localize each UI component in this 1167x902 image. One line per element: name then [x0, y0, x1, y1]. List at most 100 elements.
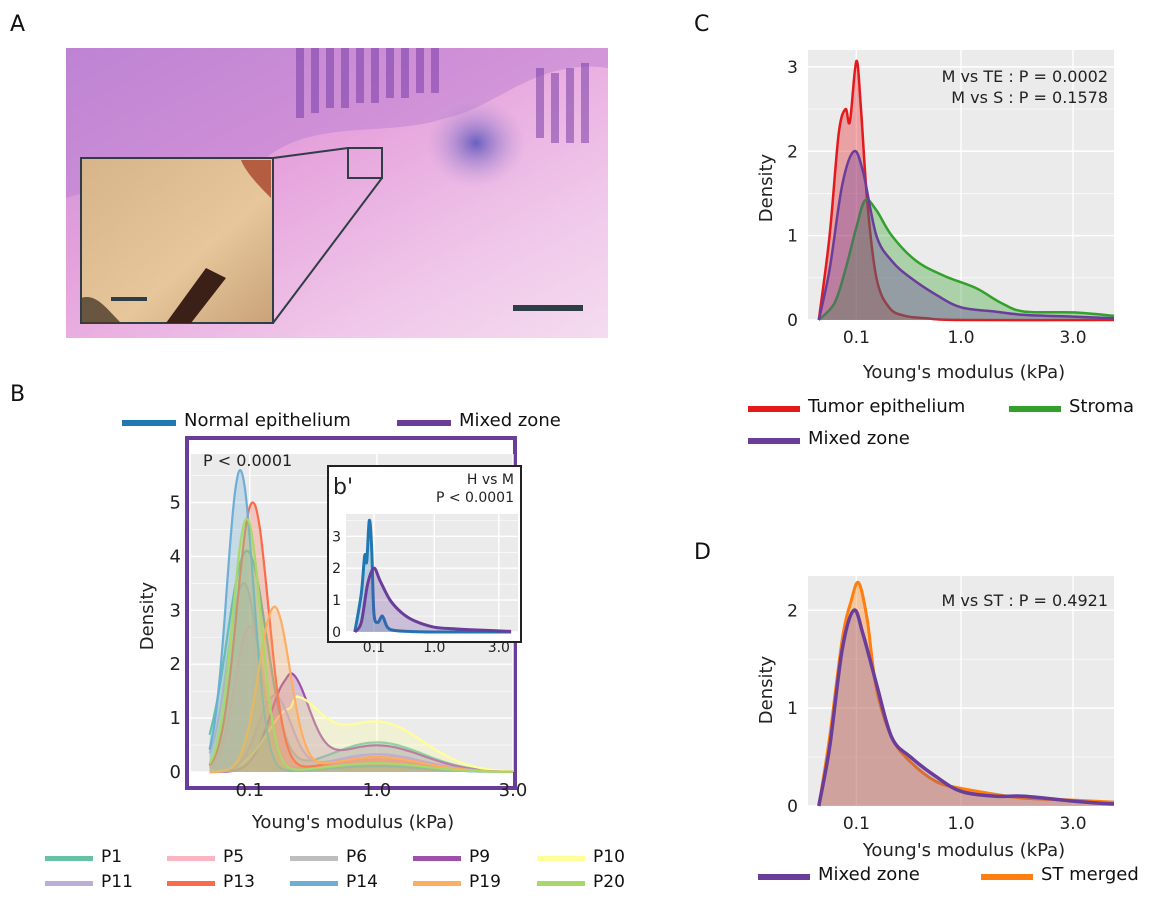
legend-label-p6: P6	[346, 847, 368, 867]
legend-label-p13: P13	[223, 872, 255, 892]
legend-label-p1: P1	[101, 847, 123, 867]
chart-d-x-tick-label-3-0: 3.0	[1059, 814, 1086, 834]
legend-label-p5: P5	[223, 847, 245, 867]
chart-b-y-tick-label-3: 3	[170, 600, 181, 621]
legend-swatch-p14	[290, 881, 338, 886]
chart-b-series-p14-area	[209, 470, 513, 772]
legend-label-p20: P20	[593, 872, 625, 892]
afm-tip-photo	[80, 157, 274, 324]
inset-annotation-line2: P < 0.0001	[436, 490, 514, 506]
chart-d: 0 1 2 0.1 1.0 3.0 Density Young's modulus (kPa)…	[756, 576, 1115, 860]
legend-c: Tumor epithelium Stroma Mixed zone	[745, 396, 1165, 456]
legend-swatch-st-merged	[981, 874, 1033, 880]
legend-swatch-normal-epithelium	[122, 420, 176, 426]
legend-swatch-p13	[167, 881, 215, 886]
chart-b-series-p9-area	[209, 673, 513, 772]
chart-d-ylabel: Density	[756, 655, 777, 724]
inset-y-tick-label-0: 0	[332, 625, 341, 641]
legend-swatch-p5	[167, 856, 215, 861]
legend-swatch-mixed-zone-d	[758, 874, 810, 880]
chart-d-x-tick-label-0-1: 0.1	[843, 814, 870, 834]
legend-label-p9: P9	[469, 847, 491, 867]
chart-d-xlabel: Young's modulus (kPa)	[862, 840, 1065, 860]
panel-label-c: C	[694, 12, 710, 37]
chart-c-series-tumor-epithelium-line	[817, 59, 1115, 322]
legend-swatch-p10	[537, 856, 585, 861]
chart-b-pvalue: P < 0.0001	[203, 451, 292, 470]
chart-b-series-p10-area	[209, 696, 513, 772]
chart-c: 0 1 2 3 0.1 1.0 3.0 Density Young's modulus (kPa…	[756, 50, 1115, 383]
chart-c-series-stroma-line	[817, 198, 1115, 321]
chart-c-x-tick-label-0-1: 0.1	[843, 328, 870, 348]
chart-d-series-mixed-zone-area	[818, 610, 1114, 806]
chart-b-x-tick-label-0-1: 0.1	[235, 780, 264, 801]
inset-series-normal-epithelium-line	[353, 518, 512, 634]
legend-label-mixed-zone-d: Mixed zone	[818, 864, 920, 885]
legend-label-st-merged: ST merged	[1041, 864, 1139, 885]
chart-b-y-tick-label-5: 5	[170, 493, 181, 514]
histology-image	[66, 48, 608, 338]
legend-swatch-stroma	[1009, 406, 1061, 412]
chart-b-series-p11-area	[209, 695, 513, 772]
panel-label-d: D	[694, 540, 711, 565]
legend-swatch-p6	[290, 856, 338, 861]
chart-b-y-tick-label-4: 4	[170, 546, 181, 567]
chart-c-annotation-line2: M vs S : P = 0.1578	[951, 88, 1108, 107]
inset-label: b'	[333, 475, 353, 500]
inset-x-tick-label-1-0: 1.0	[423, 640, 445, 656]
inset-y-tick-label-3: 3	[332, 529, 341, 545]
inset-y-tick-label-2: 2	[332, 561, 341, 577]
chart-c-series-mixed-zone-area	[818, 150, 1114, 320]
chart-d-y-tick-label-1: 1	[787, 699, 798, 719]
legend-label-p10: P10	[593, 847, 625, 867]
zoom-box	[347, 147, 383, 179]
panel-label-a: A	[10, 12, 26, 37]
chart-c-xlabel: Young's modulus (kPa)	[862, 362, 1065, 383]
legend-swatch-tumor-epithelium	[748, 406, 800, 412]
chart-b-y-tick-label-0: 0	[170, 762, 181, 783]
legend-label-normal-epithelium: Normal epithelium	[184, 410, 351, 431]
legend-swatch-p20	[537, 881, 585, 886]
chart-c-ylabel: Density	[756, 153, 777, 222]
inset-series-mixed-zone-area	[354, 568, 512, 632]
legend-b-samples: P1 P5 P6 P9 P10 P11 P13 P14 P19 P20	[45, 847, 665, 897]
chart-b-y-tick-label-2: 2	[170, 654, 181, 675]
chart-d-y-tick-label-2: 2	[787, 601, 798, 621]
chart-d-x-tick-label-1-0: 1.0	[947, 814, 974, 834]
chart-b-series-p20-line	[208, 517, 514, 773]
legend-swatch-p19	[413, 881, 461, 886]
panel-label-b: B	[10, 382, 26, 407]
inset-y-tick-label-1: 1	[332, 593, 341, 609]
chart-b-series-p6-area	[209, 583, 513, 772]
chart-b-series-p10-line	[209, 695, 514, 773]
legend-label-tumor-epithelium: Tumor epithelium	[808, 396, 966, 417]
chart-b-xlabel: Young's modulus (kPa)	[251, 812, 454, 833]
chart-b-x-tick-label-1-0: 1.0	[363, 780, 392, 801]
chart-b: 0 1 2 3 4 5 0.1 1.0 3.0 Density Young's modulus (k…	[137, 436, 528, 833]
legend-swatch-mixed-zone-c	[748, 438, 800, 444]
legend-label-p11: P11	[101, 872, 133, 892]
legend-label-p19: P19	[469, 872, 501, 892]
chart-b-x-tick-label-3-0: 3.0	[499, 780, 528, 801]
chart-c-x-tick-label-1-0: 1.0	[947, 328, 974, 348]
chart-c-annotation-line1: M vs TE : P = 0.0002	[942, 67, 1108, 86]
inset-annotation-line1: H vs M	[467, 472, 514, 488]
legend-label-mixed-zone-c: Mixed zone	[808, 428, 910, 449]
legend-swatch-p11	[45, 881, 93, 886]
legend-d: Mixed zone ST merged	[755, 864, 1155, 890]
chart-d-annotation-line1: M vs ST : P = 0.4921	[942, 591, 1108, 610]
legend-label-mixed-zone: Mixed zone	[459, 410, 561, 431]
chart-b-y-tick-label-1: 1	[170, 708, 181, 729]
legend-swatch-p1	[45, 856, 93, 861]
legend-swatch-p9	[413, 856, 461, 861]
legend-swatch-mixed-zone	[397, 420, 451, 426]
chart-c-series-tumor-epithelium-area	[818, 60, 1114, 321]
inset-x-tick-label-3-0: 3.0	[488, 640, 510, 656]
legend-label-p14: P14	[346, 872, 378, 892]
chart-c-y-tick-label-3: 3	[787, 58, 798, 78]
chart-c-y-tick-label-1: 1	[787, 227, 798, 247]
legend-label-stroma: Stroma	[1069, 396, 1135, 417]
chart-c-x-tick-label-3-0: 3.0	[1059, 328, 1086, 348]
legend-b-top: Normal epithelium Mixed zone	[122, 410, 582, 434]
chart-c-y-tick-label-0: 0	[787, 311, 798, 331]
